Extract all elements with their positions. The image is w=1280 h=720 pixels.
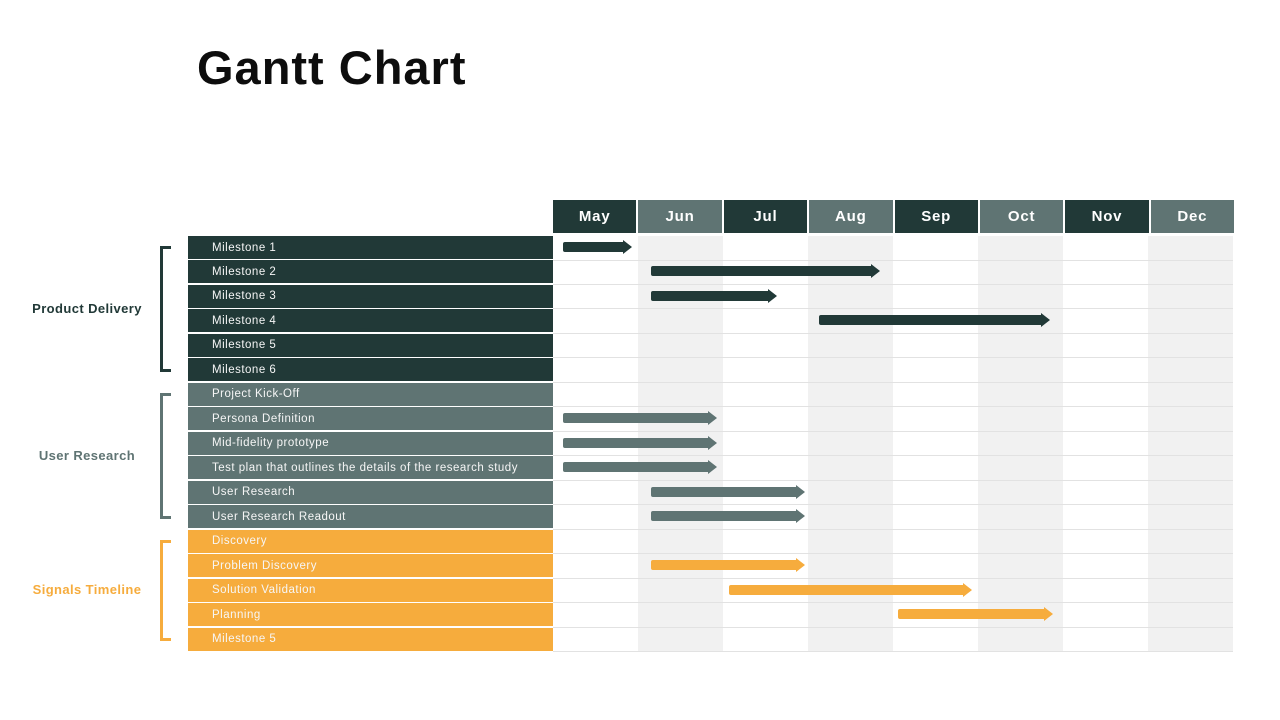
task-track [553,628,1233,652]
task-track [553,603,1233,628]
gantt-rows: Milestone 1 Milestone 2 Milestone 3 Milesto… [188,236,1234,652]
task-track [553,456,1233,481]
task-track [553,432,1233,457]
task-track [553,481,1233,506]
task-row: Problem Discovery [188,554,1234,579]
month-header-cell: Dec [1150,200,1234,233]
month-header-cell: May [553,200,637,233]
group-rail: Product Delivery User Research Signals Tim… [0,236,188,653]
task-row: Test plan that outlines the details of t… [188,456,1234,481]
task-label: Test plan that outlines the details of t… [188,456,553,480]
task-track [553,505,1233,530]
gantt-bar [563,240,632,254]
task-row: Milestone 2 [188,260,1234,285]
group-bracket [160,246,171,372]
task-row: User Research Readout [188,505,1234,530]
task-track [553,530,1233,555]
task-label: Mid-fidelity prototype [188,431,553,455]
gantt-bar [563,435,717,450]
task-track [553,285,1233,310]
task-track [553,334,1233,359]
gantt-bar [563,460,717,475]
task-track [553,358,1233,383]
task-row: Milestone 3 [188,284,1234,310]
gantt-bar [650,484,806,499]
task-track [553,260,1233,285]
month-header-cell: Aug [809,200,893,233]
task-row: Milestone 4 [188,309,1234,334]
task-row: Mid-fidelity prototype [188,431,1234,457]
group-bracket [160,539,171,641]
task-track [553,579,1233,604]
gantt-bar [563,411,717,426]
task-label: Milestone 3 [188,284,553,308]
gantt-bar [819,313,1051,328]
gantt-bar [650,288,777,303]
task-row: Milestone 5 [188,627,1234,652]
group-label: User Research [38,447,136,463]
task-label: User Research [188,480,553,504]
task-label: Planning [188,603,553,627]
task-label: Milestone 5 [188,627,553,651]
task-track [553,383,1233,408]
task-track [553,309,1233,334]
task-label: Problem Discovery [188,554,553,578]
task-track [553,407,1233,432]
month-header-cell: Sep [894,200,978,233]
task-label: Milestone 6 [188,358,553,382]
task-label: Milestone 4 [188,309,553,333]
task-row: Milestone 5 [188,333,1234,359]
gantt-bar [898,607,1053,622]
task-row: Milestone 1 [188,236,1234,261]
month-header-cell: Jun [638,200,722,233]
task-label: Milestone 2 [188,260,553,284]
task-label: Discovery [188,529,553,553]
task-label: Persona Definition [188,407,553,431]
group-label: Product Delivery [32,300,142,316]
task-row: Persona Definition [188,407,1234,432]
task-label: Solution Validation [188,578,553,602]
task-row: Planning [188,603,1234,628]
gantt-bar [728,582,973,597]
task-row: Project Kick-Off [188,382,1234,408]
month-header-cell: Nov [1065,200,1149,233]
page-title: Gantt Chart [197,41,467,94]
task-label: Milestone 1 [188,236,553,259]
group-label: Signals Timeline [32,582,142,598]
gantt-bar [650,509,806,524]
month-header: May Jun Jul Aug Sep Oct Nov Dec [553,200,1234,233]
month-header-cell: Jul [723,200,808,233]
task-label: Project Kick-Off [188,382,553,406]
task-row: User Research [188,480,1234,506]
task-row: Milestone 6 [188,358,1234,383]
task-track [553,554,1233,579]
task-label: User Research Readout [188,505,553,529]
group-bracket [160,392,171,519]
gantt-bar [650,264,880,279]
task-label: Milestone 5 [188,333,553,357]
task-row: Discovery [188,529,1234,555]
gantt-body: Milestone 1 Milestone 2 Milestone 3 Milesto… [188,236,1234,653]
month-header-cell: Oct [979,200,1064,233]
task-row: Solution Validation [188,578,1234,604]
gantt-bar [650,558,806,573]
task-track [553,236,1233,261]
